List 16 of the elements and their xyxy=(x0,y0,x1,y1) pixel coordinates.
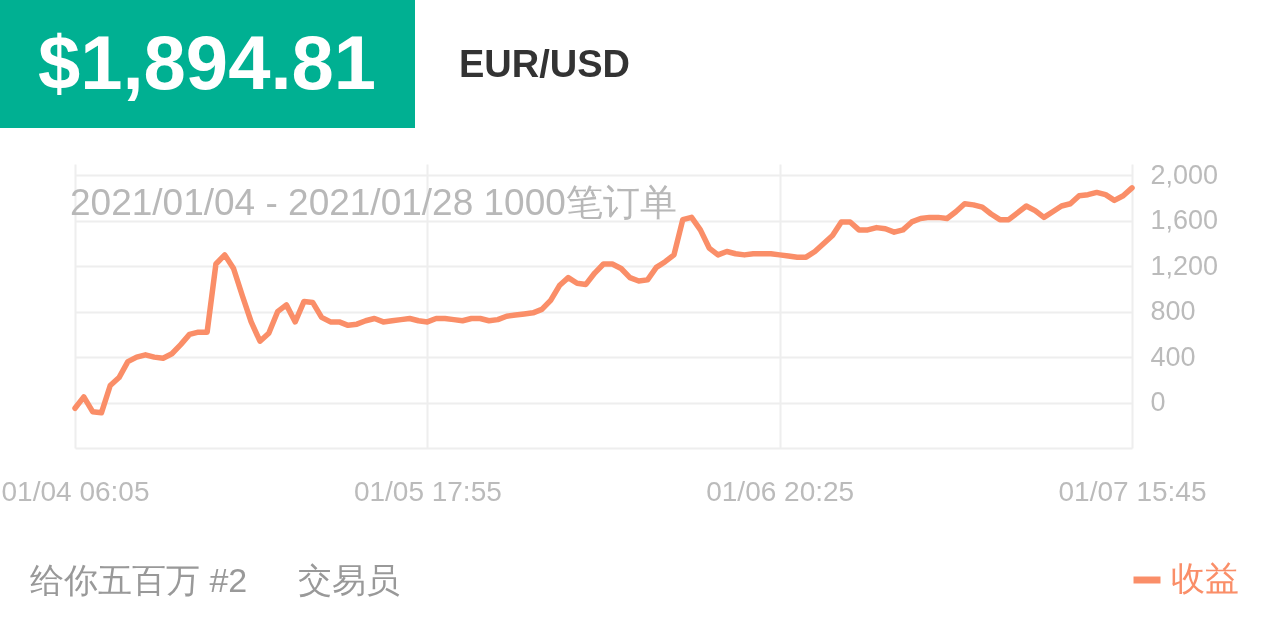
y-tick-label: 1,600 xyxy=(1150,205,1219,236)
x-tick-label: 01/05 17:55 xyxy=(353,475,502,507)
legend-label: 收益 xyxy=(1171,559,1239,597)
y-tick-label: 800 xyxy=(1150,296,1196,327)
text: 交易员 xyxy=(298,561,400,599)
y-tick-label: 400 xyxy=(1150,341,1196,372)
text: 给你五百万 #2 xyxy=(30,561,248,599)
annotation: 2021/01/04 - 2021/01/28 1000笔订单 xyxy=(70,182,677,223)
x-tick-label: 01/06 20:25 xyxy=(706,475,855,507)
chart-subtitle: EUR/USD xyxy=(459,43,631,85)
y-tick-label: 0 xyxy=(1150,387,1166,418)
chart-title: $1,894.81 xyxy=(37,20,377,105)
x-tick-label: 01/04 06:05 xyxy=(1,475,150,507)
y-tick-label: 1,200 xyxy=(1150,250,1219,281)
x-tick-label: 01/07 15:45 xyxy=(1058,475,1207,507)
y-tick-label: 2,000 xyxy=(1150,159,1219,190)
